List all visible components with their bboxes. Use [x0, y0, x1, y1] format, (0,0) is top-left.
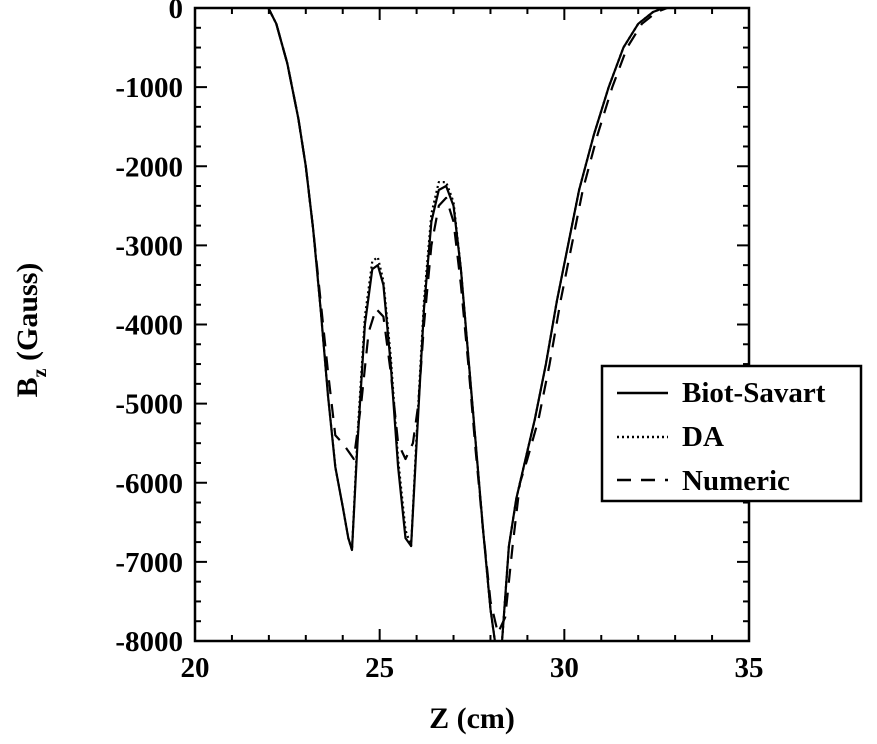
x-tick-label: 35	[735, 652, 764, 684]
legend-label-biot-savart: Biot-Savart	[682, 377, 826, 409]
series-line-da	[267, 8, 667, 641]
y-tick-label: -5000	[115, 389, 183, 421]
y-tick-label: -4000	[115, 310, 183, 342]
labels-layer: 0 -1000 -2000 -3000 -4000 -5000 -6000 -7000 -800…	[115, 0, 763, 684]
legend-box	[600, 364, 863, 503]
series-line-biot-savart	[267, 8, 667, 641]
y-tick-label: -6000	[115, 468, 183, 500]
ticks-layer	[194, 7, 750, 642]
x-tick-label: 25	[365, 652, 394, 684]
y-tick-label: 0	[169, 0, 184, 25]
plot-frame	[193, 6, 751, 643]
x-axis-label: Z (cm)	[429, 702, 515, 735]
y-axis-label-unit: (Gauss)	[11, 263, 44, 369]
legend-label-numeric: Numeric	[682, 465, 790, 497]
y-tick-label: -3000	[115, 230, 183, 262]
y-tick-label: -1000	[115, 72, 183, 104]
y-tick-label: -2000	[115, 151, 183, 183]
y-axis-label-main: B	[11, 377, 44, 397]
legend: Biot-Savart DA Numeric	[600, 364, 863, 503]
y-axis-label: Bz (Gauss)	[11, 263, 51, 398]
y-tick-label: -7000	[115, 547, 183, 579]
series-line-numeric	[267, 8, 671, 635]
y-tick-label: -8000	[115, 626, 183, 658]
y-axis-label-subscript: z	[29, 368, 51, 377]
x-tick-label: 30	[550, 652, 579, 684]
x-tick-label: 20	[181, 652, 210, 684]
legend-label-da: DA	[682, 421, 724, 453]
series-layer	[267, 8, 671, 641]
